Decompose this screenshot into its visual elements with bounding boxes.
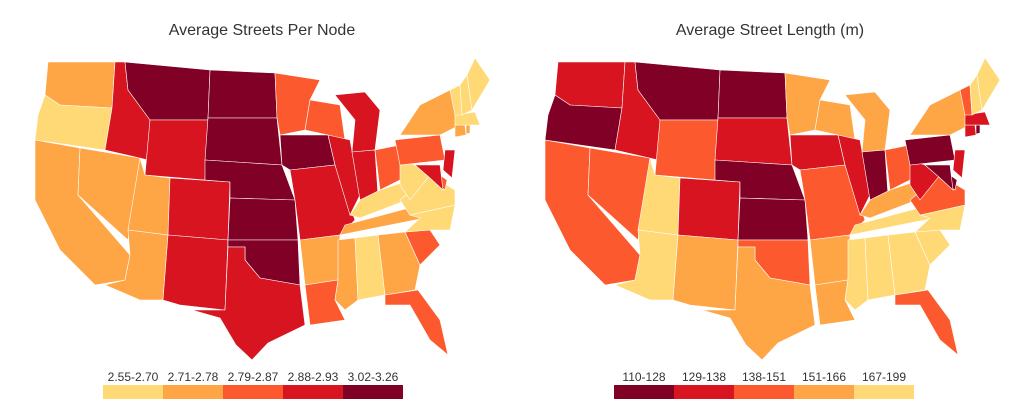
legend-swatch <box>794 385 854 399</box>
legend-item: 110-128 <box>614 370 674 399</box>
legend-label: 2.88-2.93 <box>287 370 339 384</box>
state-me <box>466 57 491 111</box>
legend-item: 3.02-3.26 <box>343 370 403 399</box>
state-co <box>677 177 741 241</box>
state-ct <box>964 124 977 138</box>
map-title-streets-per-node: Average Streets Per Node <box>168 22 356 39</box>
map-streets-per-node <box>34 57 491 361</box>
state-nm <box>672 234 739 311</box>
state-tx <box>701 246 816 361</box>
legend-swatch <box>614 385 674 399</box>
state-ms <box>844 237 869 311</box>
legend-label: 129-138 <box>681 370 727 384</box>
legend-label: 110-128 <box>622 370 666 384</box>
map-street-length <box>544 57 1001 361</box>
state-tx <box>191 246 306 361</box>
state-nv <box>587 147 651 241</box>
legend-label: 167-199 <box>861 370 907 384</box>
legend-swatch <box>343 385 403 399</box>
state-nd <box>207 69 278 119</box>
state-ia <box>789 134 846 171</box>
state-pa <box>394 134 446 166</box>
legend-label: 151-166 <box>801 370 847 384</box>
state-la <box>304 279 346 326</box>
state-md <box>414 164 444 191</box>
state-nj <box>952 149 966 179</box>
state-ks <box>227 197 299 241</box>
legend-swatch <box>163 385 223 399</box>
state-wi <box>304 99 346 141</box>
legend-label: 3.02-3.26 <box>347 370 399 384</box>
map-title-street-length: Average Street Length (m) <box>675 22 865 39</box>
state-pa <box>904 134 956 166</box>
legend-street-length: 110-128 129-138 138-151 151-166 167-199 <box>614 370 914 399</box>
legend-item: 138-151 <box>734 370 794 399</box>
state-me <box>976 57 1001 111</box>
legend-streets-per-node: 2.55-2.70 2.71-2.78 2.79-2.87 2.88-2.93 … <box>103 370 403 399</box>
legend-label: 138-151 <box>741 370 787 384</box>
state-nm <box>162 234 229 311</box>
legend-swatch <box>283 385 343 399</box>
state-ga <box>887 231 931 296</box>
state-ar <box>809 234 851 286</box>
legend-swatch <box>674 385 734 399</box>
legend-item: 151-166 <box>794 370 854 399</box>
legend-label: 2.71-2.78 <box>167 370 219 384</box>
state-wy <box>144 119 209 181</box>
legend-swatch <box>734 385 794 399</box>
legend-label: 2.55-2.70 <box>107 370 159 384</box>
legend-swatch <box>103 385 163 399</box>
legend-item: 167-199 <box>854 370 914 399</box>
state-nj <box>442 149 456 179</box>
legend-item: 2.79-2.87 <box>223 370 283 399</box>
state-il <box>327 134 361 216</box>
state-md <box>924 164 954 191</box>
state-fl <box>894 289 959 356</box>
state-ri <box>465 124 471 135</box>
state-ny <box>909 89 971 136</box>
legend-swatch <box>854 385 914 399</box>
state-ct <box>454 124 467 138</box>
state-wy <box>654 119 719 181</box>
state-ar <box>299 234 341 286</box>
state-co <box>167 177 231 241</box>
legend-item: 2.88-2.93 <box>283 370 343 399</box>
state-ri <box>975 124 981 135</box>
state-nd <box>717 69 788 119</box>
state-ks <box>737 197 809 241</box>
legend-label: 2.79-2.87 <box>227 370 279 384</box>
state-sd <box>714 117 793 166</box>
state-wa <box>554 61 626 109</box>
state-ga <box>377 231 421 296</box>
state-sd <box>204 117 283 166</box>
state-ny <box>399 89 461 136</box>
state-fl <box>384 289 449 356</box>
legend-item: 129-138 <box>674 370 734 399</box>
state-ia <box>279 134 336 171</box>
state-ms <box>334 237 359 311</box>
legend-item: 2.71-2.78 <box>163 370 223 399</box>
state-wi <box>814 99 856 141</box>
legend-item: 2.55-2.70 <box>103 370 163 399</box>
legend-swatch <box>223 385 283 399</box>
state-il <box>837 134 871 216</box>
state-wa <box>44 61 116 109</box>
state-la <box>814 279 856 326</box>
state-nv <box>77 147 141 241</box>
